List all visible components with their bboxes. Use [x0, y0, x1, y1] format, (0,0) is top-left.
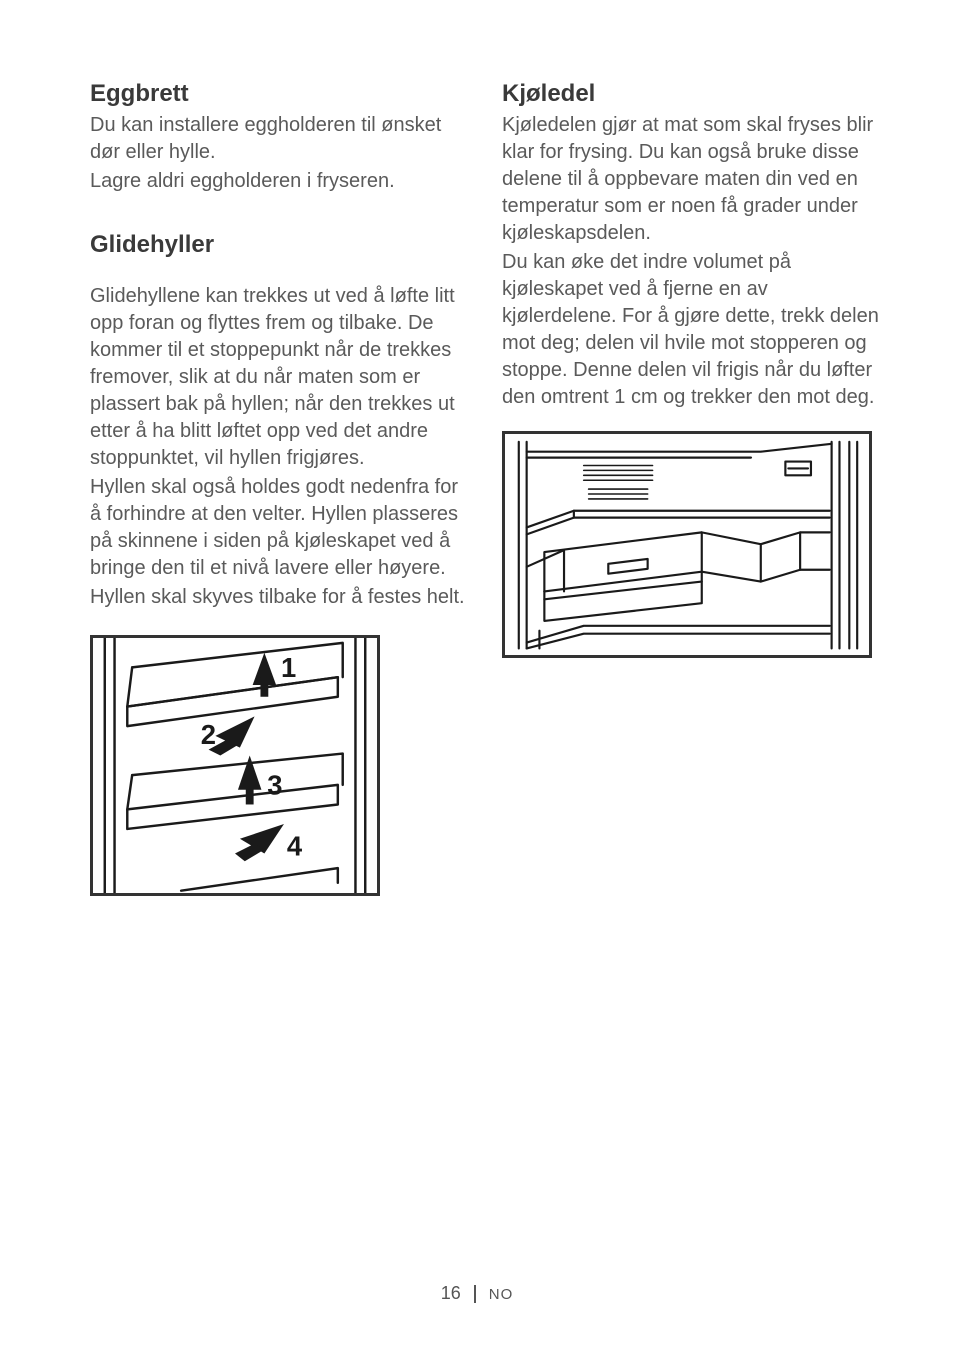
- paragraph: Du kan installere eggholderen til ønsket…: [90, 112, 472, 166]
- figure-label-4: 4: [287, 830, 303, 861]
- page-footer: 16 NO: [0, 1283, 954, 1304]
- paragraph: Hyllen skal skyves tilbake for å festes …: [90, 584, 472, 611]
- right-column: Kjøledel Kjøledelen gjør at mat som skal…: [502, 80, 884, 896]
- drawer-diagram-svg: [505, 434, 869, 655]
- paragraph: Glidehyllene kan trekkes ut ved å løfte …: [90, 283, 472, 472]
- left-column: Eggbrett Du kan installere eggholderen t…: [90, 80, 472, 896]
- footer-separator: [474, 1285, 476, 1303]
- paragraph: Du kan øke det indre volumet på kjøleska…: [502, 249, 884, 411]
- shelf-diagram-svg: 1 2 3 4: [93, 638, 377, 893]
- heading-kjoledel: Kjøledel: [502, 80, 884, 108]
- figure-kjoledel: [502, 431, 872, 658]
- figure-label-2: 2: [201, 719, 216, 750]
- page-number: 16: [441, 1283, 461, 1303]
- figure-glidehyller: 1 2 3 4: [90, 635, 380, 896]
- paragraph: Kjøledelen gjør at mat som skal fryses b…: [502, 112, 884, 247]
- figure-label-3: 3: [267, 770, 282, 801]
- page-language: NO: [489, 1286, 514, 1303]
- heading-eggbrett: Eggbrett: [90, 80, 472, 108]
- heading-glidehyller: Glidehyller: [90, 231, 472, 259]
- paragraph: Lagre aldri eggholderen i fryseren.: [90, 168, 472, 195]
- paragraph: Hyllen skal også holdes godt nedenfra fo…: [90, 474, 472, 582]
- figure-label-1: 1: [281, 652, 296, 683]
